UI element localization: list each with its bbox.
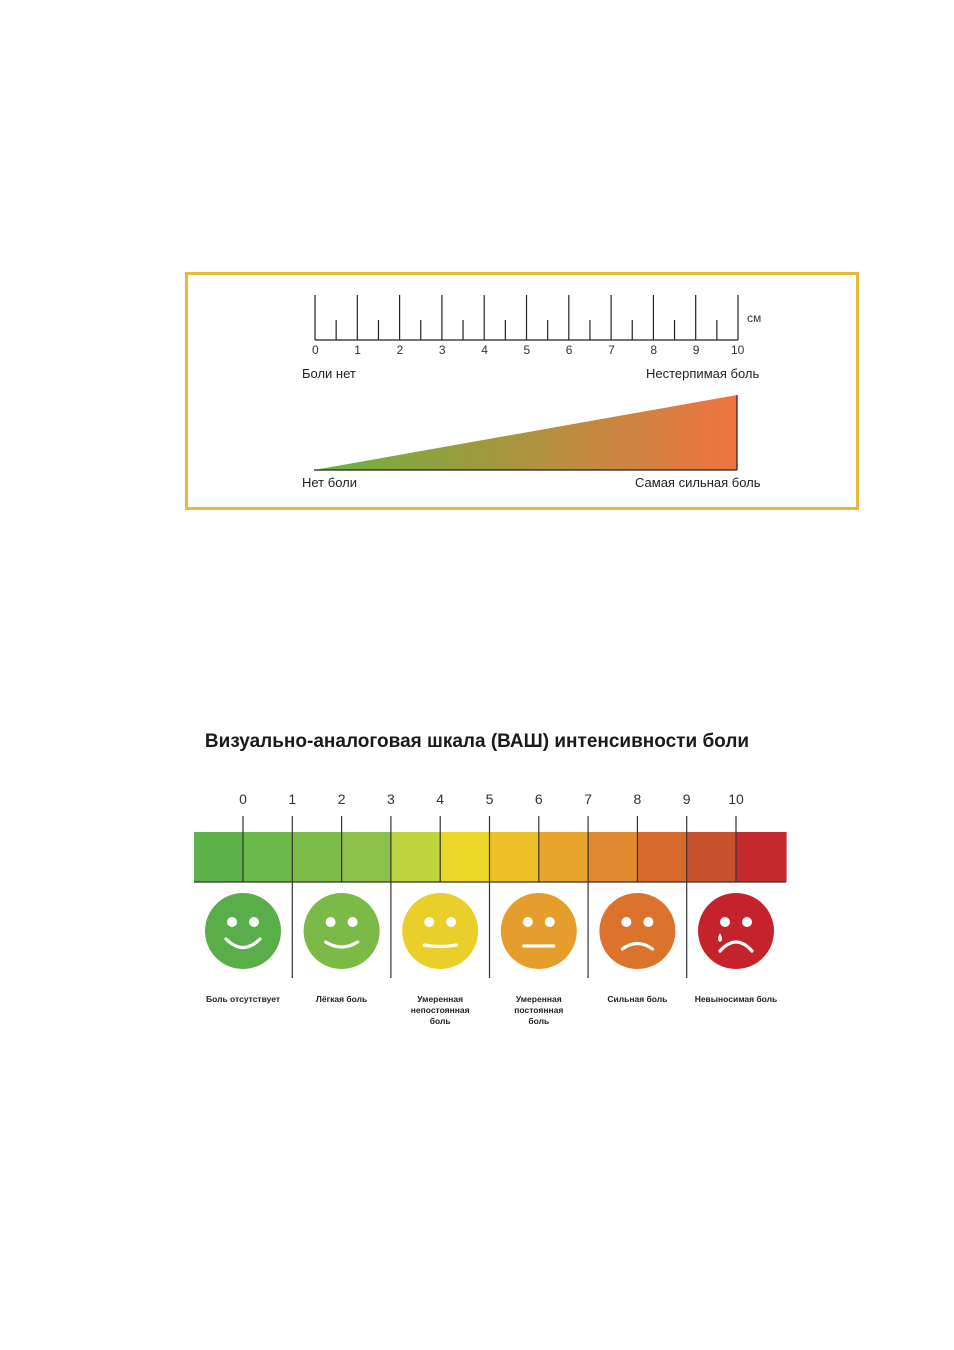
vas-tick-label: 4 [436,791,445,807]
face-caption: Невыносимая боль [694,994,778,1004]
vas-bar-segment [292,832,343,882]
vas-bar-segment [588,832,639,882]
vas-bar-segment [243,832,294,882]
face-smile-icon [303,893,380,969]
ruler-panel: 0 1 2 3 4 5 6 7 8 9 10 см Боли нет Нестерпимая бол… [185,272,859,510]
ruler-number: 8 [650,343,658,357]
ruler-unit: см [747,311,762,325]
ruler-number: 4 [481,343,488,357]
vas-tick-label: 7 [584,791,592,807]
ruler-number: 0 [312,343,319,357]
ruler-number: 1 [354,343,361,357]
face-happy-icon [205,893,281,969]
face-cry-icon [698,893,774,969]
ruler-number: 10 [731,343,745,357]
vas-bar-segment [194,832,244,882]
face-caption: Умеренная непостоянная боль [410,994,470,1026]
vas-tick-label: 1 [288,791,297,807]
ruler-number: 3 [438,343,446,357]
vas-bar-segment [440,832,491,882]
face-caption: Умеренная постоянная боль [514,994,564,1026]
face-neutral-icon [500,893,577,969]
vas-tick-label: 3 [386,791,395,807]
face-caption: Сильная боль [607,994,668,1004]
vas-tick-label: 2 [337,791,346,807]
ruler-number: 2 [396,343,404,357]
unbearable-pain-label: Нестерпимая боль [646,366,760,381]
vas-tick-label: 8 [633,791,642,807]
no-pain-label: Боли нет [302,366,356,381]
ruler-number: 7 [608,343,615,357]
vas-bar-segment [539,832,590,882]
vas-tick-label: 5 [485,791,494,807]
face-sad-icon [599,893,676,969]
vas-bar-segment [342,832,392,882]
face-slight-icon [402,893,479,969]
wedge-strongest-pain-label: Самая сильная боль [635,475,761,490]
face-caption: Лёгкая боль [315,994,368,1004]
vas-bar-segment [490,832,540,882]
vas-tick-label: 0 [239,791,247,807]
ruler-number: 9 [692,343,700,357]
vas-tick-label: 9 [682,791,691,807]
vas-title: Визуально-аналоговая шкала (ВАШ) интенси… [204,731,750,752]
ruler-number: 6 [565,343,573,357]
ruler-number: 5 [523,343,531,357]
pain-wedge [314,395,737,470]
vas-tick-label: 10 [728,791,744,807]
ruler-graphic [314,295,739,471]
face-caption: Боль отсутствует [205,994,280,1004]
vas-bar-segment [687,832,738,882]
vas-bar-segment [736,832,787,882]
vas-bar-segment [391,832,442,882]
vas-bar-segment [638,832,688,882]
wedge-no-pain-label: Нет боли [302,475,357,490]
vas-tick-label: 6 [534,791,543,807]
